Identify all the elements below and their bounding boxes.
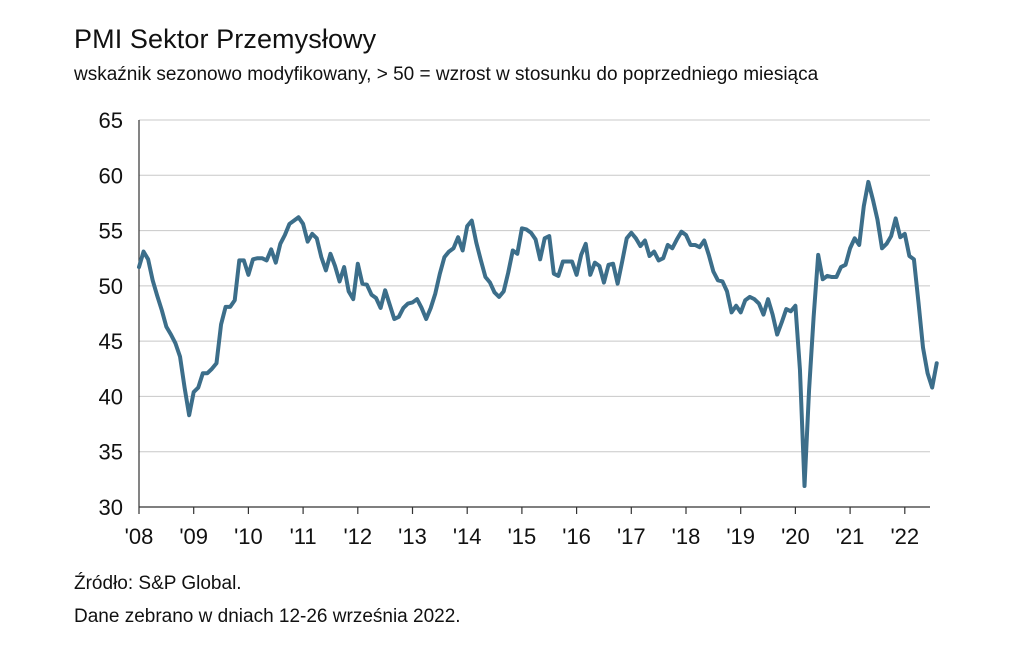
x-tick-label-11: '11 — [290, 524, 317, 549]
x-tick-label-18: '18 — [672, 524, 701, 549]
x-tick-label-17: '17 — [617, 524, 646, 549]
grid-layer — [139, 119, 930, 453]
y-tick-label-50: 50 — [99, 274, 123, 299]
x-tick-label-19: '19 — [726, 524, 755, 549]
series-line-pmi — [137, 179, 939, 488]
series-layer — [137, 179, 939, 488]
x-tick-label-09: '09 — [179, 524, 208, 549]
chart-title: PMI Sektor Przemysłowy — [74, 24, 377, 54]
x-tick-label-21: '21 — [836, 524, 865, 549]
x-tick-label-12: '12 — [343, 524, 372, 549]
x-tick-label-14: '14 — [453, 524, 482, 549]
y-tick-label-60: 60 — [99, 163, 123, 188]
y-tick-label-35: 35 — [99, 440, 123, 465]
x-tick-label-13: '13 — [398, 524, 427, 549]
y-tick-label-65: 65 — [99, 108, 123, 133]
axis-layer — [138, 120, 930, 514]
x-tick-label-16: '16 — [562, 524, 591, 549]
chart-subtitle: wskaźnik sezonowo modyfikowany, > 50 = w… — [74, 64, 819, 85]
source-note: Źródło: S&P Global. — [74, 573, 242, 594]
x-tick-label-15: '15 — [508, 524, 537, 549]
y-tick-label-45: 45 — [99, 329, 123, 354]
x-tick-label-10: '10 — [234, 524, 263, 549]
x-tick-label-08: '08 — [125, 524, 154, 549]
y-tick-label-30: 30 — [99, 495, 123, 520]
x-tick-label-22: '22 — [890, 524, 919, 549]
y-tick-labels: 65 60 55 50 45 40 35 30 — [99, 108, 123, 520]
y-tick-label-55: 55 — [99, 219, 123, 244]
x-tick-labels: '08 '09 '10 '11 '12 '13 '14 '15 '16 '17 '18 '19 '20 '… — [125, 524, 919, 549]
y-tick-label-40: 40 — [99, 384, 123, 409]
x-tick-label-20: '20 — [781, 524, 810, 549]
data-collection-note: Dane zebrano w dniach 12-26 września 202… — [74, 606, 461, 627]
